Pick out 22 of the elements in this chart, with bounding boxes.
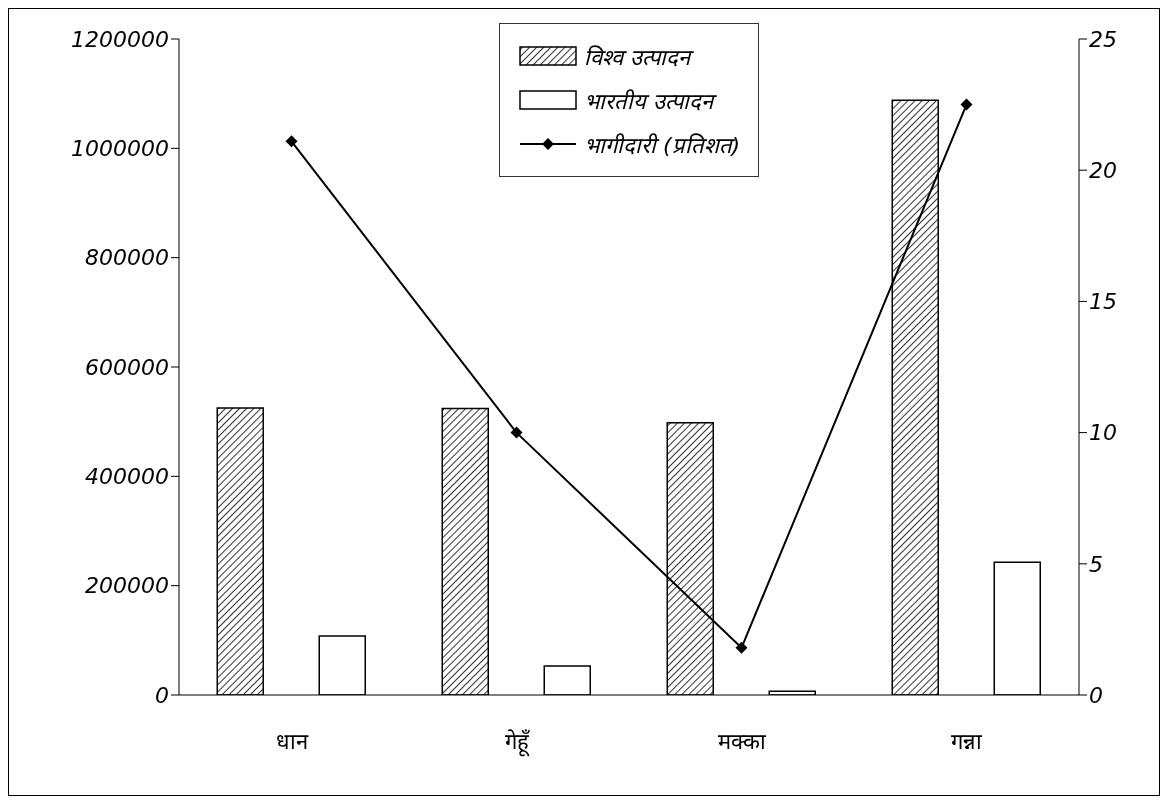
legend-label: भागीदारी (प्रतिशत) [584,132,741,159]
y2-tick-label: 0 [1089,682,1103,708]
point [735,641,748,654]
y2-tick-label: 10 [1089,420,1117,446]
point [960,98,973,111]
y2-tick-label: 25 [1089,26,1117,52]
y-tick-label: 400000 [85,464,169,490]
y2-tick-label: 15 [1089,289,1117,315]
y2-tick-label: 20 [1089,158,1117,184]
x-tick-label: मक्का [717,728,766,754]
y-tick-label: 1000000 [71,136,169,162]
x-tick-label: धान [275,728,309,754]
point [510,426,523,439]
point [285,135,298,148]
x-tick-label: गन्ना [951,728,982,754]
y-tick-label: 800000 [85,245,169,271]
x-tick-label: गेहूँ [504,728,530,757]
y-tick-label: 600000 [85,354,169,380]
y-tick-label: 1200000 [71,26,169,52]
y-tick-label: 0 [155,682,169,708]
y2-tick-label: 5 [1089,551,1103,577]
y-tick-label: 200000 [85,573,169,599]
